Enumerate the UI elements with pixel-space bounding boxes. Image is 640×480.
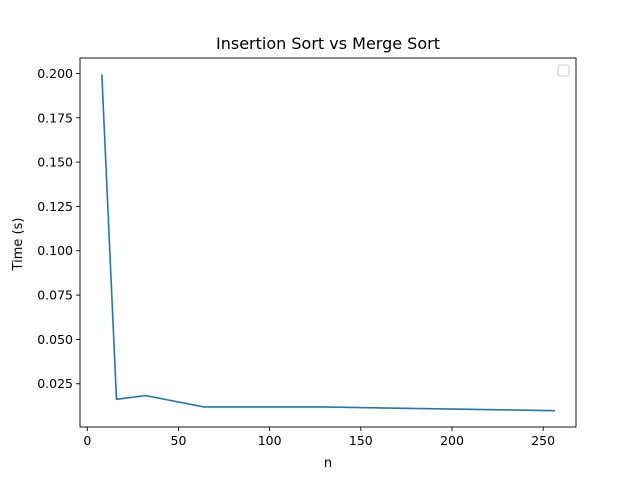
axes-frame (79, 57, 577, 428)
y-tick-label: 0.050 (37, 332, 73, 347)
legend-box (557, 64, 570, 77)
y-tick-label: 0.125 (37, 199, 73, 214)
series-line-0 (101, 74, 555, 412)
x-axis: 0 50 100 150 200 250 (83, 427, 555, 448)
x-tick-label: 50 (171, 433, 187, 448)
y-axis-label: Time (s) (11, 218, 26, 272)
x-tick-label: 250 (531, 433, 555, 448)
y-tick-label: 0.175 (37, 110, 73, 125)
y-tick-label: 0.025 (37, 376, 73, 391)
y-tick-label: 0.075 (37, 288, 73, 303)
x-tick-label: 200 (440, 433, 464, 448)
plot-area (79, 57, 577, 428)
y-tick-label: 0.150 (37, 155, 73, 170)
x-tick-label: 0 (83, 433, 91, 448)
y-axis: 0.025 0.050 0.075 0.100 0.125 0.150 0.175 0.200 (37, 66, 80, 391)
y-tick-label: 0.100 (37, 243, 73, 258)
x-axis-label: n (324, 456, 332, 471)
chart-title: Insertion Sort vs Merge Sort (216, 34, 440, 53)
x-tick-label: 150 (349, 433, 373, 448)
x-tick-label: 100 (258, 433, 282, 448)
y-tick-label: 0.200 (37, 66, 73, 81)
